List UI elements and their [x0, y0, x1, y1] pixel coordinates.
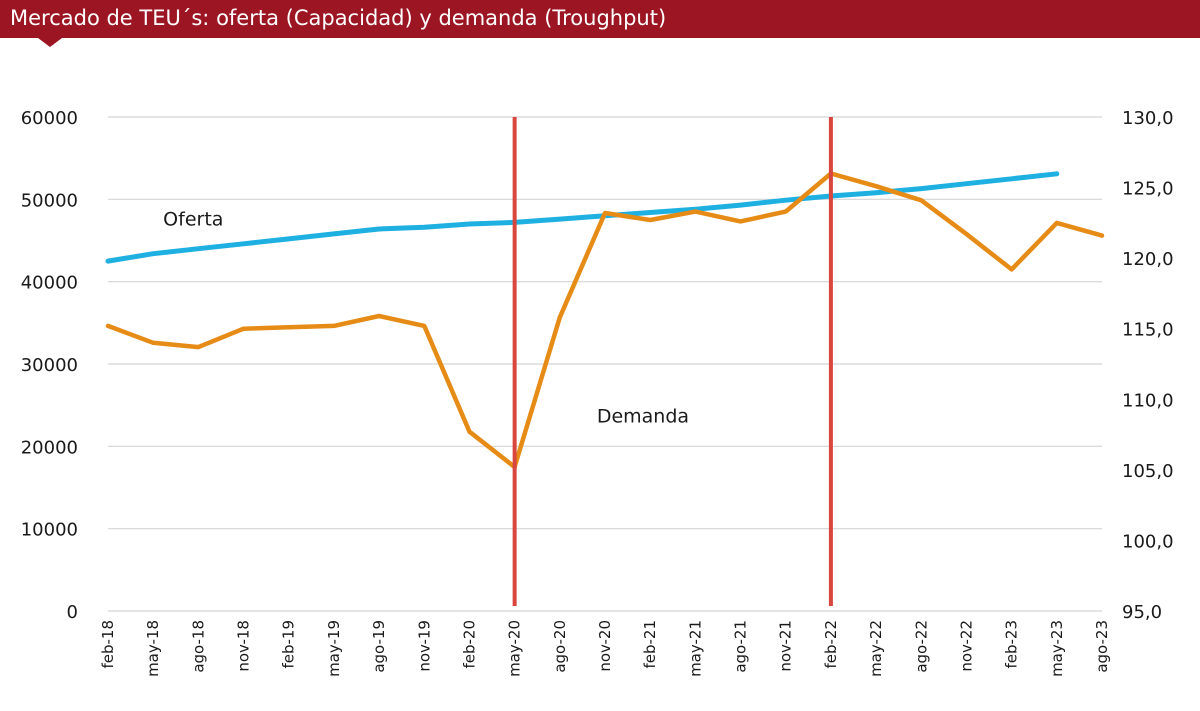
annotation-oferta: Oferta — [163, 209, 223, 231]
y-right-tick-label: 95,0 — [1122, 602, 1162, 623]
x-tick-label: nov-20 — [596, 620, 614, 672]
series-line-demanda — [105, 171, 1105, 470]
x-tick-label: may-19 — [325, 620, 343, 677]
y-left-tick-label: 20000 — [21, 437, 78, 458]
x-tick-label: may-22 — [867, 620, 885, 677]
y-right-tick-label: 100,0 — [1122, 531, 1174, 552]
y-right-tick-label: 125,0 — [1122, 179, 1174, 200]
x-tick-label: nov-19 — [415, 620, 433, 672]
title-banner: Mercado de TEU´s: oferta (Capacidad) y d… — [0, 0, 1200, 38]
y-right-tick-label: 120,0 — [1122, 249, 1174, 270]
banner-notch — [38, 38, 62, 47]
x-tick-label: may-21 — [686, 620, 704, 677]
x-tick-label: feb-20 — [460, 620, 478, 669]
x-tick-label: nov-21 — [777, 620, 795, 672]
y-left-tick-label: 10000 — [21, 520, 78, 541]
x-tick-label: ago-22 — [912, 620, 930, 673]
x-tick-label: feb-21 — [641, 620, 659, 669]
x-tick-label: feb-19 — [280, 620, 298, 669]
y-right-tick-label: 105,0 — [1122, 461, 1174, 482]
x-tick-label: may-18 — [144, 620, 162, 677]
x-tick-label: nov-18 — [235, 620, 253, 672]
x-tick-label: ago-21 — [732, 620, 750, 673]
x-tick-label: feb-22 — [822, 620, 840, 669]
x-tick-label: feb-18 — [99, 620, 117, 669]
y-right-tick-label: 130,0 — [1122, 108, 1174, 129]
x-tick-label: may-23 — [1048, 620, 1066, 677]
x-tick-label: ago-19 — [370, 620, 388, 673]
y-left-tick-label: 50000 — [21, 190, 78, 211]
y-left-tick-label: 0 — [67, 602, 78, 623]
x-tick-label: ago-20 — [551, 620, 569, 673]
x-tick-label: nov-22 — [957, 620, 975, 672]
x-tick-label: ago-23 — [1093, 620, 1111, 673]
x-tick-label: may-20 — [506, 620, 524, 677]
y-right-tick-label: 115,0 — [1122, 320, 1174, 341]
x-tick-label: feb-23 — [1003, 620, 1021, 669]
chart-title: Mercado de TEU´s: oferta (Capacidad) y d… — [10, 6, 667, 30]
series-line-oferta — [105, 171, 1060, 264]
y-left-tick-label: 40000 — [21, 273, 78, 294]
x-tick-label: ago-18 — [189, 620, 207, 673]
y-right-tick-label: 110,0 — [1122, 390, 1174, 411]
y-left-tick-label: 30000 — [21, 355, 78, 376]
annotation-demanda: Demanda — [597, 405, 689, 427]
y-left-tick-label: 60000 — [21, 108, 78, 129]
